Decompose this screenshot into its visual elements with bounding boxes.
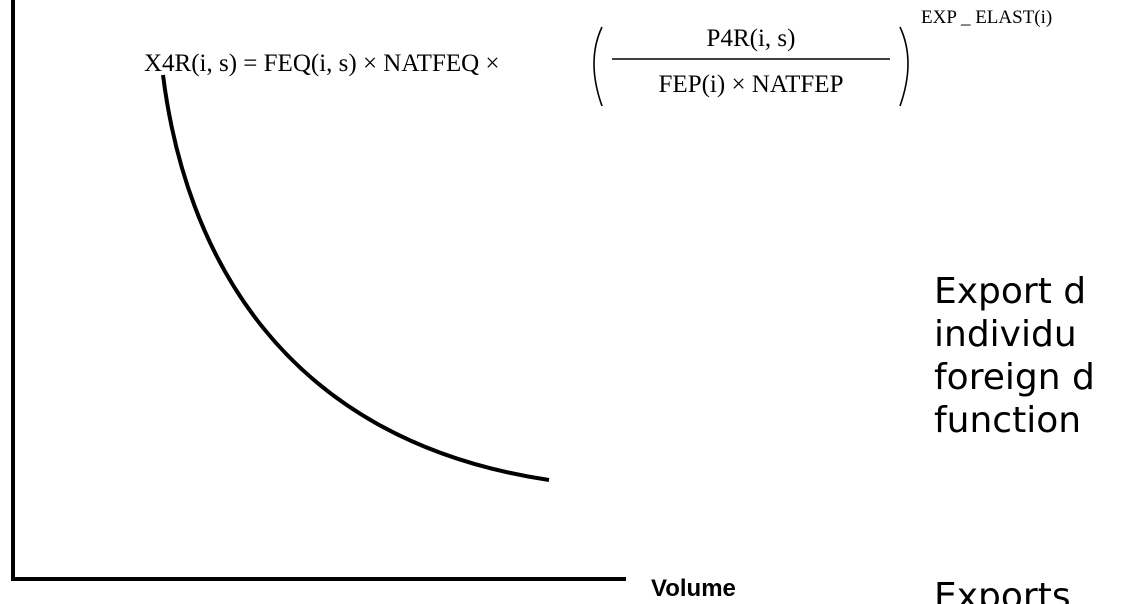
text-line-2: individu	[934, 314, 1077, 355]
x-axis-label: Volume	[651, 575, 736, 602]
equation-denominator: FEP(i) × NATFEP	[659, 71, 844, 98]
equation-exponent: EXP _ ELAST(i)	[921, 7, 1052, 28]
text-line-4: function	[934, 400, 1082, 441]
equation-lhs: X4R(i, s) = FEQ(i, s) × NATFEQ ×	[144, 50, 500, 77]
export-demand-equation: X4R(i, s) = FEQ(i, s) × NATFEQ × P4R(i, …	[144, 7, 1052, 107]
equation-numerator: P4R(i, s)	[707, 25, 796, 52]
right-paren	[899, 26, 909, 107]
text-line-3: foreign d	[934, 357, 1095, 398]
left-paren	[593, 26, 603, 107]
text-line-1: Export d	[934, 271, 1087, 312]
export-demand-curve	[161, 74, 550, 482]
text-line-5: Exports	[934, 576, 1071, 604]
